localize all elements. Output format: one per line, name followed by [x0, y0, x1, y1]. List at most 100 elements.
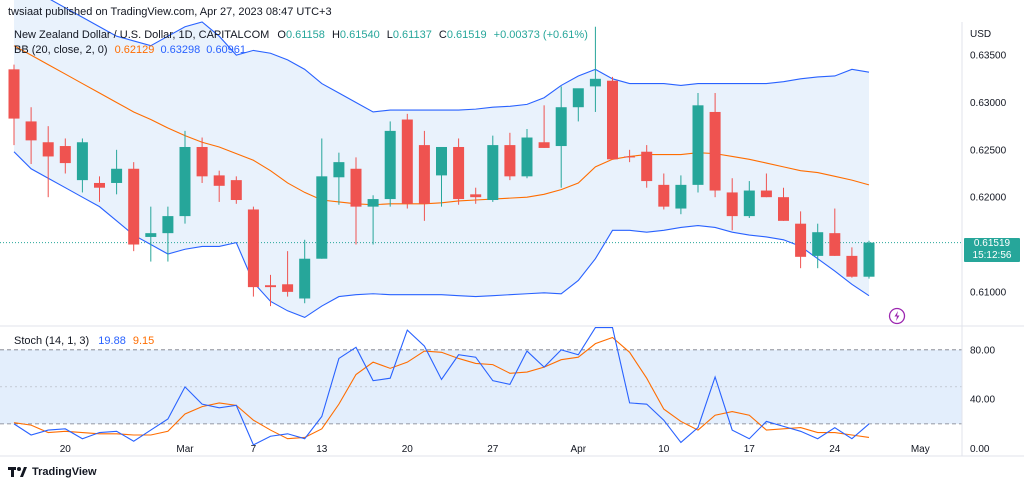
candle-down: [846, 247, 858, 278]
time-tick-label: May: [911, 444, 930, 455]
candle-down: [196, 137, 208, 183]
candle-body: [743, 190, 755, 217]
tradingview-logo-icon: [8, 467, 27, 477]
candle-body: [162, 216, 174, 234]
candle-down: [247, 206, 259, 297]
bb-upper-value: 0.63298: [160, 44, 201, 56]
symbol-legend[interactable]: New Zealand Dollar / U.S. Dollar, 1D, CA…: [14, 29, 588, 41]
candle-up: [299, 239, 311, 304]
candle-down: [726, 178, 738, 231]
candle-body: [760, 190, 772, 198]
candle-body: [42, 142, 54, 157]
candle-body: [265, 285, 276, 288]
candle-up: [692, 93, 704, 193]
candle-body: [282, 284, 294, 292]
candle-up: [333, 152, 345, 205]
candle-body: [709, 111, 721, 191]
stoch-tick-label: 0.00: [970, 444, 990, 455]
candle-body: [401, 119, 413, 204]
candle-body: [350, 168, 362, 207]
price-pane[interactable]: [0, 0, 962, 319]
candle-body: [333, 162, 345, 178]
candle-body: [8, 69, 20, 119]
candle-body: [641, 151, 653, 182]
stochastic-pane[interactable]: [0, 327, 962, 446]
time-tick-label: 10: [658, 444, 670, 455]
y-axis-unit: USD: [970, 29, 991, 40]
candle-body: [94, 182, 105, 188]
candle-down: [760, 173, 772, 198]
candle-body: [726, 192, 738, 217]
candle-body: [299, 258, 311, 299]
candle-body: [179, 146, 191, 217]
candle-down: [213, 170, 225, 202]
candle-body: [692, 105, 704, 185]
candle-body: [316, 176, 328, 259]
candle-down: [282, 251, 294, 297]
stoch-k-line: [13, 327, 870, 446]
candle-body: [453, 146, 465, 200]
candle-up: [521, 128, 533, 179]
time-tick-label: Mar: [176, 444, 194, 455]
price-tick-label: 0.62500: [970, 145, 1007, 156]
candle-body: [230, 180, 242, 201]
stoch-legend[interactable]: Stoch (14, 1, 3) 19.88 9.15: [14, 335, 154, 347]
bb-label: BB (20, close, 2, 0): [14, 44, 108, 56]
candle-body: [504, 145, 516, 177]
bb-upper-line: [50, 0, 870, 113]
time-tick-label: 17: [744, 444, 756, 455]
candle-down: [128, 162, 140, 252]
candle-body: [111, 168, 123, 183]
price-tick-label: 0.63500: [970, 51, 1007, 62]
last-price-tag: 0.61519 15:12:56: [964, 238, 1020, 262]
last-price: 0.61519: [973, 238, 1011, 249]
bb-lower-line: [13, 151, 870, 319]
candle-body: [555, 107, 567, 147]
candle-body: [367, 199, 379, 207]
candle-up: [179, 130, 191, 224]
candle-down: [709, 93, 721, 198]
candle-up: [162, 206, 174, 262]
candle-body: [675, 184, 687, 209]
candle-body: [538, 142, 550, 148]
candle-body: [863, 242, 875, 277]
candle-body: [25, 121, 37, 141]
candle-down: [504, 132, 516, 181]
candle-body: [778, 197, 789, 221]
candle-body: [196, 146, 208, 177]
candle-body: [59, 146, 71, 164]
price-tick-label: 0.61000: [970, 287, 1007, 298]
brand-name: TradingView: [32, 466, 97, 478]
candle-body: [846, 255, 858, 277]
footer-brand[interactable]: TradingView: [8, 466, 97, 478]
candle-body: [589, 78, 601, 87]
candle-body: [795, 223, 807, 257]
candle-down: [829, 208, 841, 256]
bar-countdown: 15:12:56: [972, 250, 1012, 261]
candle-down: [418, 130, 430, 221]
low-label: L: [386, 29, 393, 41]
candle-down: [42, 126, 54, 198]
candle-up: [487, 135, 499, 202]
candle-body: [213, 175, 225, 186]
lightning-icon[interactable]: [888, 307, 906, 325]
bb-legend[interactable]: BB (20, close, 2, 0) 0.62129 0.63298 0.6…: [14, 44, 246, 56]
candle-down: [778, 187, 789, 221]
price-tick-label: 0.62000: [970, 193, 1007, 204]
candle-up: [572, 88, 584, 122]
candle-up: [367, 195, 379, 245]
close-value: 0.61519: [446, 29, 487, 41]
candle-down: [624, 149, 636, 163]
candle-down: [230, 176, 242, 204]
low-value: 0.61137: [392, 29, 432, 41]
candle-up: [111, 149, 123, 195]
time-tick-label: 24: [829, 444, 841, 455]
change-value: +0.00373 (+0.61%): [493, 29, 588, 41]
time-tick-label: 27: [487, 444, 499, 455]
candle-up: [76, 138, 88, 193]
stoch-k-value: 19.88: [98, 335, 126, 347]
candle-up: [384, 121, 396, 207]
candle-up: [589, 26, 601, 112]
stoch-tick-label: 80.00: [970, 345, 995, 356]
